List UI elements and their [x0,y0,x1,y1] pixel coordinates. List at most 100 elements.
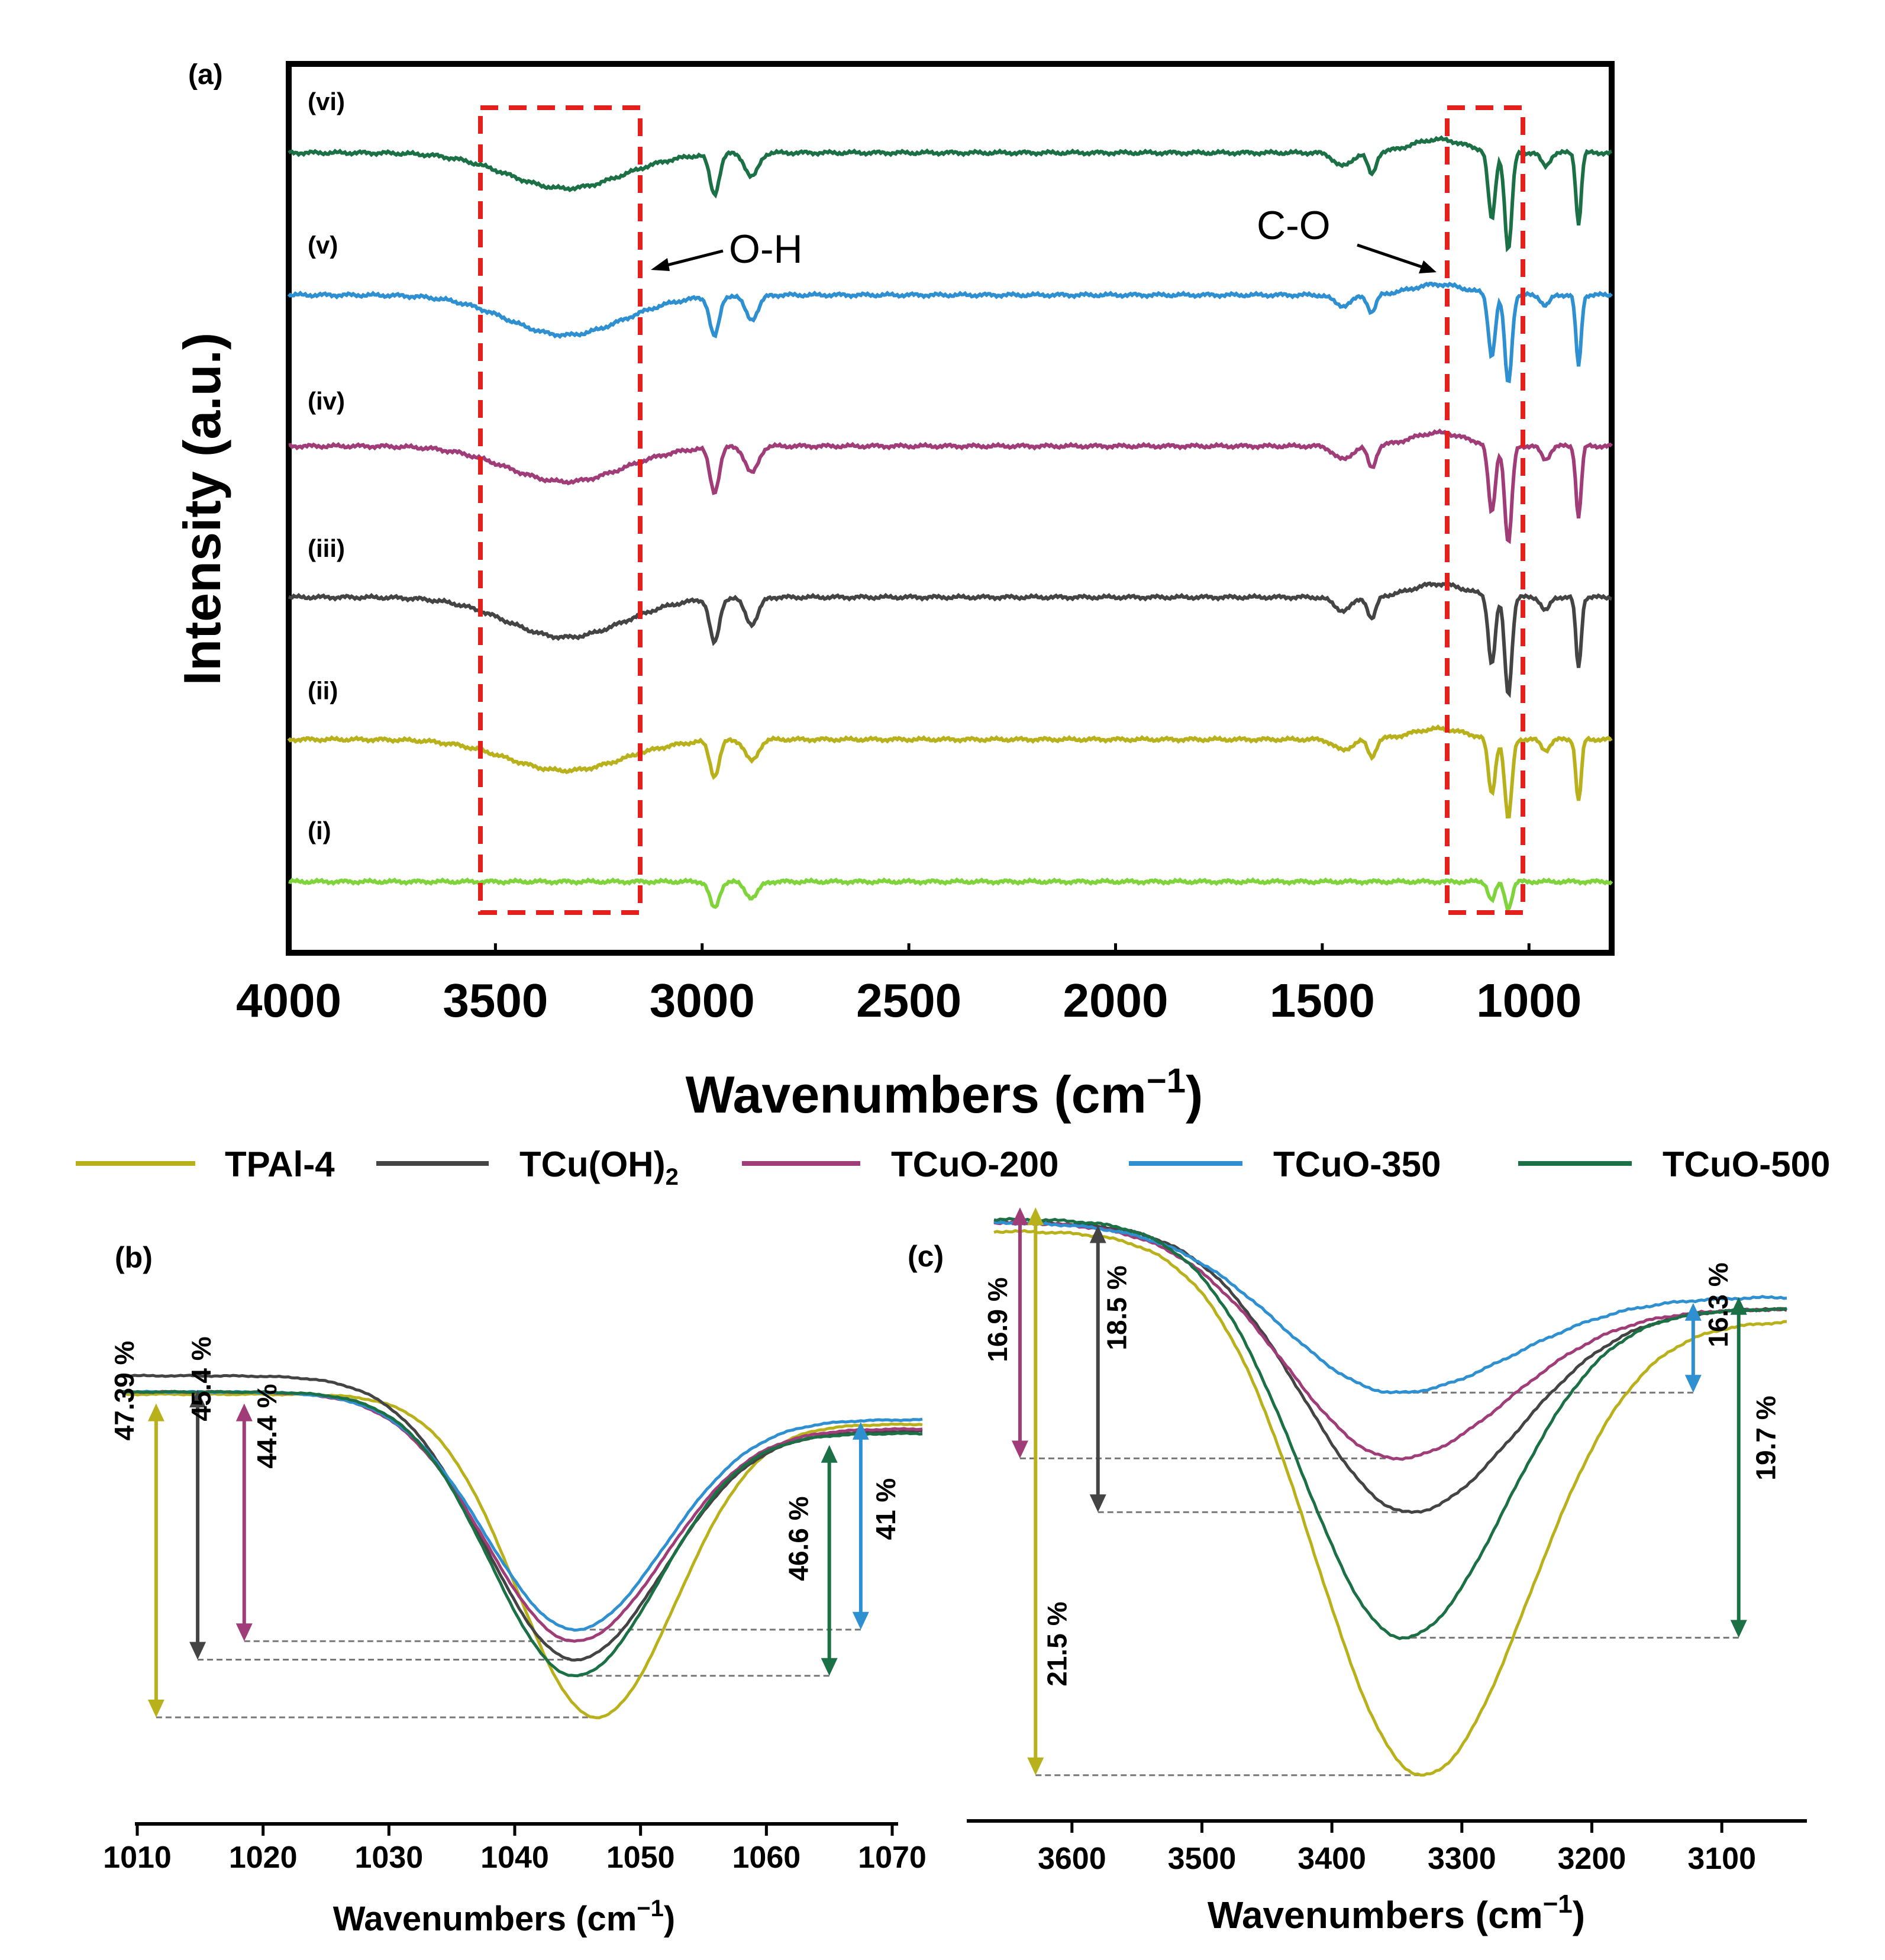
panel-c-tick-label: 3100 [1687,1842,1756,1876]
panel-c-tick-label: 3500 [1168,1842,1237,1876]
panel-c-arrowhead [1089,1494,1106,1513]
panel-a-series-label: (vi) [308,88,345,115]
panel-a: (a) Intensity (a.u.) 4000 3500 3000 2500 200… [173,59,1615,1124]
panel-b-x-ticks: 1010 1020 1030 1040 1050 1060 1070 [103,1824,927,1875]
panel-b-depth-label: 45.4 % [186,1336,217,1421]
oh-arrow [657,249,724,269]
panel-c-tick-label: 3400 [1297,1842,1366,1876]
panel-c-label: (c) [908,1240,944,1273]
panel-c-x-axis-label: Wavenumbers (cm−1) [1208,1890,1585,1936]
panel-c-depth-label: 18.5 % [1102,1265,1132,1350]
panel-a-tick-label: 1500 [1270,974,1375,1027]
legend-label-text: TCuO-350 [1273,1145,1441,1184]
panel-a-series-line [287,724,1613,819]
legend: TPAl-4 TCu(OH)2 TCuO-200 TCuO-350 TCuO-500 [76,1145,1830,1190]
panel-c-series-line [993,1220,1787,1461]
panel-a-series-label: (i) [308,817,331,844]
panel-c: (c) 3600 3500 3400 3300 3200 3100 16.9 % 21.5 … [908,1207,1807,1936]
panel-a-tick-label: 4000 [236,974,341,1027]
legend-label: TCuO-350 [1273,1145,1441,1184]
panel-b-arrowhead [189,1390,206,1408]
panel-a-tick-label: 2500 [856,974,961,1027]
panel-b-tick-label: 1050 [606,1840,675,1875]
panel-c-arrowhead [1684,1375,1702,1393]
panel-a-series-label: (iii) [308,534,345,562]
co-arrowhead [1419,260,1437,273]
panel-b-tick-label: 1040 [480,1840,549,1875]
panel-c-series-line [993,1220,1787,1394]
oh-annotation: O-H [729,227,803,272]
panel-c-depth-label: 16.9 % [982,1277,1013,1362]
co-annotation: C-O [1257,203,1331,248]
panel-c-x-axis-label-sup: −1 [1543,1890,1573,1919]
panel-a-x-axis-label-sup: −1 [1147,1062,1186,1100]
panel-a-series-line [288,135,1612,253]
panel-c-x-ticks: 3600 3500 3400 3300 3200 3100 [1038,1821,1756,1876]
panel-b-tick-label: 1010 [103,1840,172,1875]
panel-b-arrowhead [821,1445,838,1463]
panel-a-curves [287,135,1613,913]
panel-a-series-label: (iv) [308,387,345,415]
panel-c-series-line [993,1217,1787,1640]
panel-c-curves [993,1217,1787,1777]
legend-label: TCuO-500 [1663,1145,1830,1184]
panel-b-x-axis-label-close: ) [664,1900,675,1938]
panel-b-arrowhead [235,1403,253,1421]
panel-a-series-line [287,281,1613,383]
panel-a-y-axis-label: Intensity (a.u.) [173,333,231,686]
panel-c-arrowhead [1011,1440,1028,1459]
panel-c-series-line [993,1229,1787,1777]
panel-c-tick-label: 3600 [1038,1842,1106,1876]
panel-c-depth-arrows: 16.9 % 21.5 % 18.5 % 16.3 % 19.7 % [982,1207,1781,1775]
legend-label-sub: 2 [666,1164,679,1190]
panel-b-arrowhead [235,1623,253,1642]
panel-a-x-ticks: 4000 3500 3000 2500 2000 1500 1000 [236,943,1581,1027]
panel-c-x-axis-label-text: Wavenumbers (cm [1208,1894,1543,1936]
panel-b-depth-label: 47.39 % [109,1341,140,1441]
panel-c-arrowhead [1011,1207,1028,1226]
panel-a-series-label: (ii) [308,677,338,705]
legend-label: TPAl-4 [225,1145,335,1184]
legend-label-text: TCuO-500 [1663,1145,1830,1184]
oh-arrowhead [651,258,670,271]
panel-c-x-axis-label-close: ) [1573,1894,1585,1936]
panel-c-arrowhead [1027,1207,1044,1226]
panel-b-tick-label: 1060 [732,1840,801,1875]
panel-c-depth-label: 16.3 % [1703,1262,1734,1347]
panel-b-x-axis-label-sup: −1 [637,1895,664,1922]
panel-b-depth-label: 44.4 % [251,1384,282,1468]
panel-a-x-axis-label-close: ) [1186,1065,1203,1124]
panel-c-arrowhead [1730,1297,1747,1315]
panel-a-tick-label: 3000 [650,974,755,1027]
panel-c-depth-label: 21.5 % [1041,1601,1072,1686]
panel-b-arrowhead [147,1700,164,1717]
panel-c-arrowhead [1730,1620,1747,1638]
panel-b-series-line [122,1390,923,1678]
panel-a-series-line [288,581,1612,698]
panel-b-arrowhead [852,1611,869,1630]
panel-b-arrowhead [821,1658,838,1676]
panel-a-series-labels: (i) (ii) (iii) (iv) (v) (vi) [308,88,345,844]
panel-b-x-axis-label: Wavenumbers (cm−1) [333,1895,676,1938]
panel-b-tick-label: 1030 [354,1840,423,1875]
panel-c-tick-label: 3300 [1428,1842,1496,1876]
panel-a-series-line [288,877,1613,913]
panel-c-arrowhead [1027,1757,1044,1775]
panel-b-tick-label: 1070 [858,1840,927,1875]
co-arrow [1357,243,1428,270]
panel-b-arrowhead [147,1403,164,1421]
panel-b-x-axis-label-text: Wavenumbers (cm [333,1900,637,1938]
co-region-box [1445,105,1525,915]
panel-b-label: (b) [115,1241,153,1274]
panel-c-arrowhead [1089,1225,1106,1243]
panel-b-depth-arrows: 47.39 % 45.4 % 44.4 % 46.6 % 41 % [109,1336,901,1717]
legend-label: TCu(OH)2 [519,1145,679,1190]
panel-b-arrowhead [189,1642,206,1660]
panel-a-frame [286,61,1615,956]
panel-a-x-axis-label: Wavenumbers (cm−1) [686,1062,1203,1124]
panel-c-arrowhead [1684,1303,1702,1321]
panel-a-tick-label: 2000 [1063,974,1169,1027]
legend-label: TCuO-200 [891,1145,1058,1184]
panel-a-tick-label: 1000 [1476,974,1581,1027]
